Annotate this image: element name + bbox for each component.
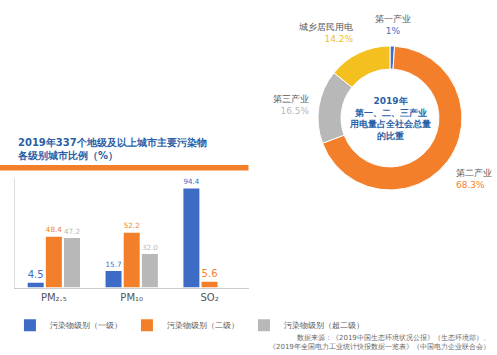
svg-text:第一产业1%: 第一产业1%: [375, 14, 411, 36]
svg-text:PM₂.₅: PM₂.₅: [41, 292, 67, 303]
svg-text:47.2: 47.2: [64, 227, 80, 236]
svg-text:PM₁₀: PM₁₀: [120, 292, 143, 303]
svg-text:32.0: 32.0: [142, 243, 158, 252]
svg-text:污染物级别（超二级）: 污染物级别（超二级）: [284, 321, 364, 330]
svg-text:第二产业68.3%: 第二产业68.3%: [456, 168, 492, 190]
svg-text:48.4: 48.4: [46, 225, 62, 234]
svg-text:2019年第一、二、三产业用电量占全社会总量的比重: 2019年第一、二、三产业用电量占全社会总量的比重: [349, 96, 431, 141]
svg-text:52.2: 52.2: [124, 221, 140, 230]
svg-text:2019年337个地级及以上城市主要污染物各级别城市比例（%: 2019年337个地级及以上城市主要污染物各级别城市比例（%）: [17, 137, 207, 161]
svg-text:15.7: 15.7: [106, 260, 122, 269]
svg-text:第三产业16.5%: 第三产业16.5%: [273, 94, 309, 116]
svg-text:城乡居民用电14.2%: 城乡居民用电14.2%: [298, 22, 353, 44]
svg-text:数据来源：《2019中国生态环境状况公报》（生态环境部）、《: 数据来源：《2019中国生态环境状况公报》（生态环境部）、《2019年全国电力工…: [269, 334, 490, 351]
svg-text:污染物级别（一级）: 污染物级别（一级）: [50, 321, 122, 330]
svg-text:4.5: 4.5: [28, 269, 44, 280]
svg-text:94.4: 94.4: [183, 177, 199, 186]
svg-text:SO₂: SO₂: [200, 292, 218, 303]
svg-text:污染物级别（二级）: 污染物级别（二级）: [167, 321, 239, 330]
svg-text:5.6: 5.6: [202, 268, 218, 279]
